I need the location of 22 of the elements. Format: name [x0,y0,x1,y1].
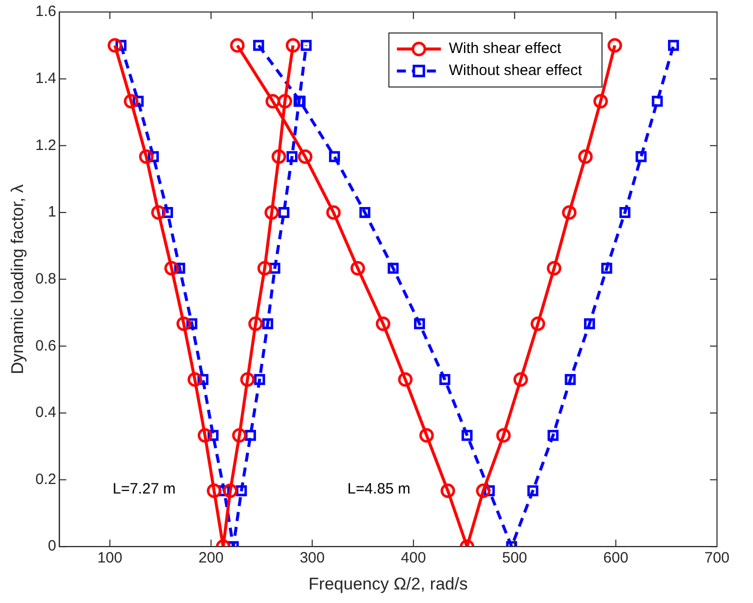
x-axis-title: Frequency Ω/2, rad/s [308,574,468,594]
y-tick-label: 1 [48,204,56,221]
x-tick-label: 400 [400,550,426,567]
x-tick-label: 600 [603,550,628,567]
y-tick-label: 1.4 [35,70,56,87]
x-tick-label: 300 [300,550,325,567]
x-tick-label: 700 [704,550,730,567]
y-tick-label: 0.4 [35,404,56,422]
annotation: L=7.27 m [112,480,176,498]
y-tick-label: 1.6 [35,3,56,20]
y-tick-label: 0.2 [35,470,56,488]
x-tick-label: 100 [97,550,122,567]
y-tick-label: 0.8 [35,270,56,288]
annotation: L=4.85 m [347,480,410,498]
y-tick-label: 1.2 [35,136,56,154]
legend-label: Without shear effect [448,62,583,80]
y-tick-label: 0.6 [35,337,56,354]
x-tick-label: 500 [502,550,528,567]
x-tick-label: 200 [198,550,224,567]
y-axis-title: Dynamic loading factor, λ [8,184,27,374]
legend-label: With shear effect [448,40,562,58]
y-tick-label: 0 [48,538,56,555]
